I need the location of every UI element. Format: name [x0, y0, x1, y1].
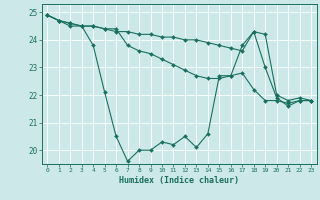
X-axis label: Humidex (Indice chaleur): Humidex (Indice chaleur): [119, 176, 239, 185]
